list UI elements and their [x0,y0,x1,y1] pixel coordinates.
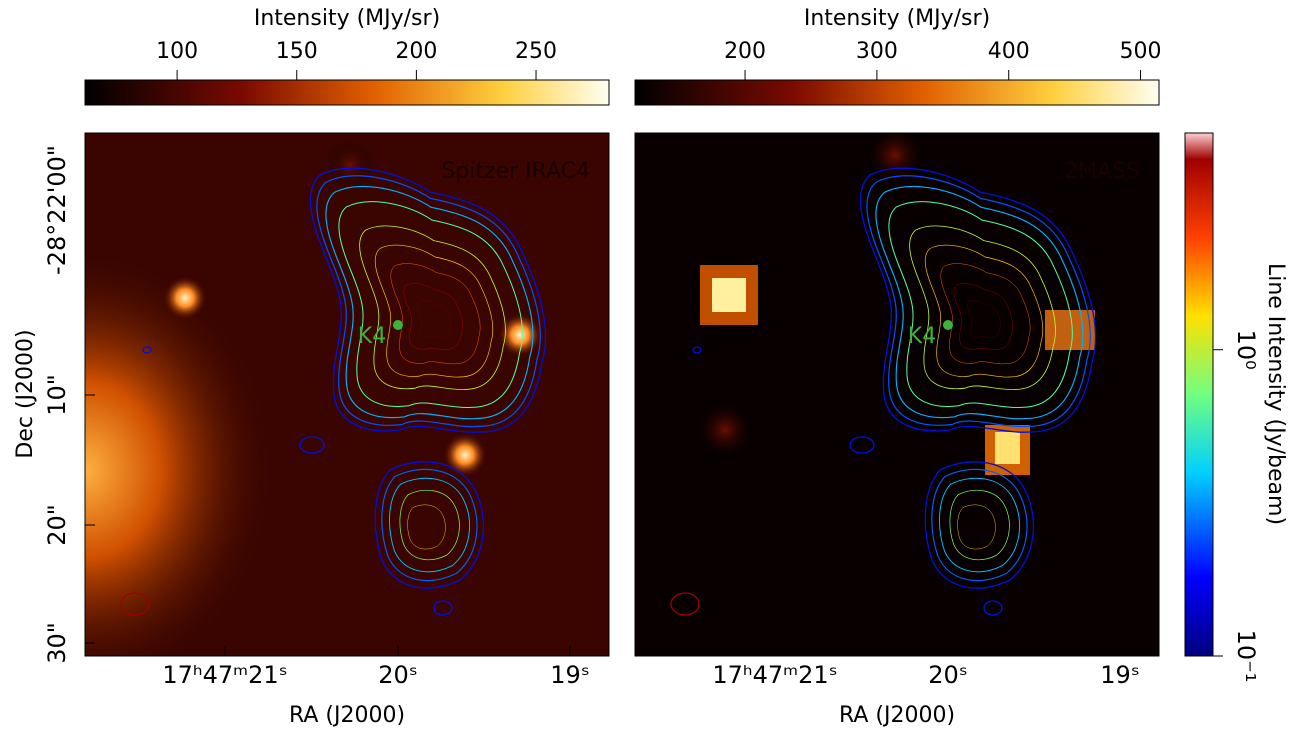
colorbar-tick-label: 150 [276,39,318,64]
image-left [0,133,609,690]
x-axis-label: RA (J2000) [839,703,955,728]
x-tick-label: 20ˢ [928,661,968,689]
colorbar-tick-label: 300 [856,39,898,64]
source-marker [943,320,953,330]
image-right [635,125,1159,656]
figure: K4 K4 Spitzer IRAC4 2MASS Intensity (MJy… [0,0,1299,732]
y-tick-label: 10" [43,374,71,416]
colorbar-tick-label: 100 [156,39,198,64]
source-label: K4 [908,324,936,349]
x-tick-label: 17ʰ47ᵐ21ˢ [162,661,287,689]
colorbar-tick-label: 10⁻¹ [1232,630,1260,683]
colorbar-tick-label: 500 [1120,39,1162,64]
y-tick-label: 30" [43,622,71,664]
line-colorbar-label: Line Intensity (Jy/beam) [1263,263,1288,525]
colorbar-tick-label: 10⁰ [1232,330,1260,370]
colorbar-label: Intensity (MJy/sr) [254,6,440,31]
colorbar-tick-label: 200 [395,39,437,64]
colorbar-label: Intensity (MJy/sr) [804,6,990,31]
colorbar-tick-label: 400 [988,39,1030,64]
colorbar-tick-label: 250 [515,39,557,64]
x-tick-label: 17ʰ47ᵐ21ˢ [712,661,837,689]
x-tick-label: 19ˢ [1100,661,1140,689]
x-axis-label: RA (J2000) [289,703,405,728]
x-tick-label: 19ˢ [550,661,590,689]
y-tick-label: 20" [43,504,71,546]
line-colorbar [1185,133,1213,656]
source-marker [393,320,403,330]
source-label: K4 [358,324,386,349]
colorbar [85,80,609,105]
colorbar [635,80,1159,105]
colorbar-tick-label: 200 [724,39,766,64]
y-tick-label: -28°22'00" [43,145,71,275]
x-tick-label: 20ˢ [378,661,418,689]
panel-label: 2MASS [1064,159,1140,184]
y-axis-label: Dec (J2000) [13,329,38,458]
panel-label: Spitzer IRAC4 [441,159,590,184]
